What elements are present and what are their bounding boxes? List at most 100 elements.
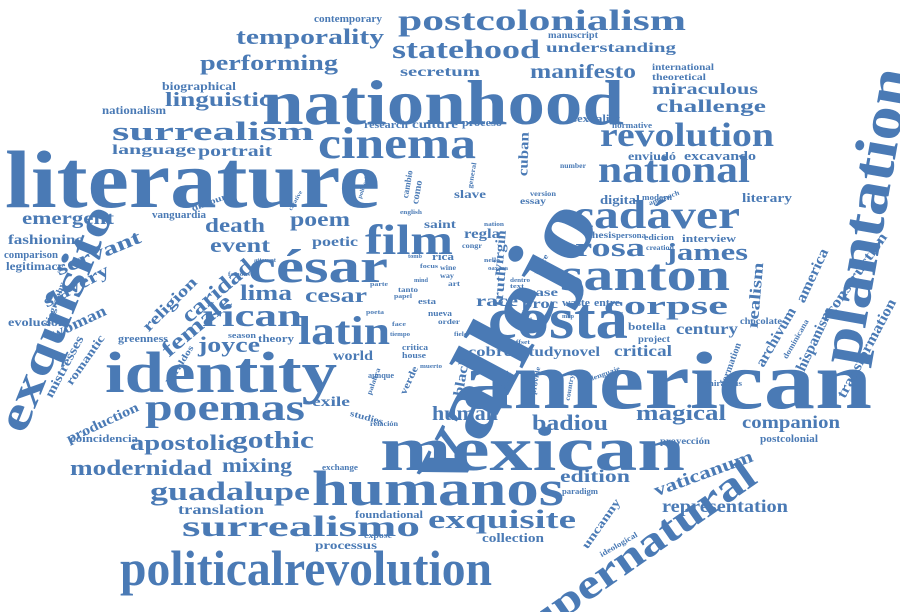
word-theoretical: theoretical	[652, 72, 707, 82]
word-latin: latin	[298, 308, 390, 353]
word-version: version	[530, 190, 556, 198]
word-number: number	[560, 162, 586, 170]
word-nello: nello	[484, 258, 500, 264]
word-truth: truth	[491, 265, 509, 306]
word-james: james	[665, 240, 748, 266]
word-realism: realism	[745, 261, 768, 329]
word-text: text	[510, 284, 524, 290]
word-human: human	[432, 403, 498, 425]
word-exchange: exchange	[322, 463, 358, 472]
word-fashioning: fashioning	[8, 233, 84, 248]
word-emergent: emergent	[22, 208, 114, 228]
word-surrealismo: surrealismo	[182, 510, 420, 543]
word-persona: persona	[616, 231, 646, 240]
word-cadaver: cadáver	[572, 192, 740, 237]
word-understanding: understanding	[546, 41, 676, 56]
word-secretum: secretum	[400, 65, 480, 80]
word-edicion: edicion	[644, 233, 675, 242]
word-proyeccion: proyección	[660, 436, 710, 446]
word-tanto: tanto	[398, 286, 419, 294]
word-studies: studies	[349, 408, 385, 427]
word-tiempo: tiempo	[390, 332, 410, 338]
word-famous: famous	[228, 272, 251, 278]
word-poeta: poeta	[366, 310, 384, 316]
word-mixing: mixing	[222, 455, 292, 477]
word-evolucion: evolucion	[8, 315, 66, 329]
word-attempt: attempt	[254, 258, 276, 264]
word-nueva: nueva	[428, 309, 452, 318]
word-normative: normative	[612, 121, 653, 130]
word-culture: culture	[412, 117, 459, 131]
word-critical: critical	[614, 343, 673, 360]
word-excavando: excavando	[684, 148, 756, 163]
word-exile: exile	[312, 395, 350, 410]
word-santon: santon	[560, 249, 730, 300]
word-paradigm: paradigm	[562, 487, 598, 496]
word-surrealism: surrealism	[112, 117, 315, 146]
word-botella: botella	[628, 321, 667, 333]
word-postcolonial: postcolonial	[760, 434, 818, 445]
word-black: black	[452, 355, 474, 397]
word-processus: processus	[315, 538, 377, 552]
word-nation: nation	[484, 222, 505, 228]
word-nationalism: nationalism	[102, 103, 166, 117]
word-aunque: aunque	[368, 371, 394, 380]
word-slave: slave	[454, 187, 487, 201]
word-field: field	[454, 332, 469, 338]
word-international: international	[652, 62, 715, 72]
word-modern: modern	[642, 193, 673, 202]
word-waste: waste	[562, 298, 591, 309]
word-order: order	[438, 318, 460, 326]
word-como: como	[410, 179, 425, 205]
word-magical: magical	[636, 400, 726, 425]
word-parte: parte	[370, 282, 388, 288]
word-regla: regla	[464, 227, 500, 242]
word-proc: proc	[522, 297, 558, 312]
word-cinema: cinema	[318, 119, 476, 168]
word-costa: costa	[488, 286, 628, 351]
word-edition: edition	[560, 466, 630, 486]
word-focus: focus	[420, 264, 439, 270]
word-season: season	[228, 331, 257, 340]
word-dentro: dentro	[510, 278, 530, 284]
word-nationhood: nationhood	[262, 67, 624, 138]
word-foundational: foundational	[355, 509, 423, 521]
word-expose: expose	[364, 531, 393, 540]
word-essay: essay	[520, 196, 547, 206]
word-corpse: corpse	[604, 291, 728, 320]
word-tomb: tomb	[408, 254, 423, 260]
word-cuban: cuban	[516, 132, 533, 177]
word-congr: congr	[462, 242, 482, 250]
word-temporality: temporality	[236, 24, 384, 49]
word-event: event	[210, 235, 270, 257]
word-portrait: portrait	[198, 143, 273, 160]
word-poetic: poetic	[312, 235, 358, 250]
word-english: english	[400, 210, 423, 216]
word-century: century	[676, 321, 738, 338]
word-companion: companion	[742, 412, 840, 432]
word-rosa: rosa	[575, 233, 645, 262]
word-literary: literary	[742, 190, 793, 205]
word-proceso: proceso	[462, 118, 502, 129]
word-american: american	[462, 335, 872, 426]
word-offset: offset	[512, 340, 530, 346]
word-cambio: cambio	[400, 169, 415, 199]
word-way: way	[440, 272, 455, 280]
word-exquisite: exquisite	[428, 505, 576, 534]
word-modernidad: modernidad	[70, 455, 212, 480]
word-manuscript: manuscript	[548, 30, 598, 40]
word-cesar: cesar	[305, 285, 367, 307]
word-biographical: biographical	[162, 79, 237, 93]
word-lima: lima	[240, 280, 292, 305]
word-contemporary: contemporary	[314, 14, 382, 25]
word-creation: creation	[646, 244, 674, 252]
word-research: research	[364, 120, 409, 131]
word-sexuality: sexuality	[572, 114, 620, 125]
word-rican: rican	[202, 297, 302, 333]
word-virgin: virgin	[491, 229, 510, 272]
word-oaxaca: oaxaca	[488, 266, 508, 272]
word-thesis: thesis	[588, 230, 617, 240]
word-muerto: muerto	[420, 364, 442, 370]
word-study: study	[522, 345, 562, 360]
word-relacion: relación	[370, 420, 398, 428]
